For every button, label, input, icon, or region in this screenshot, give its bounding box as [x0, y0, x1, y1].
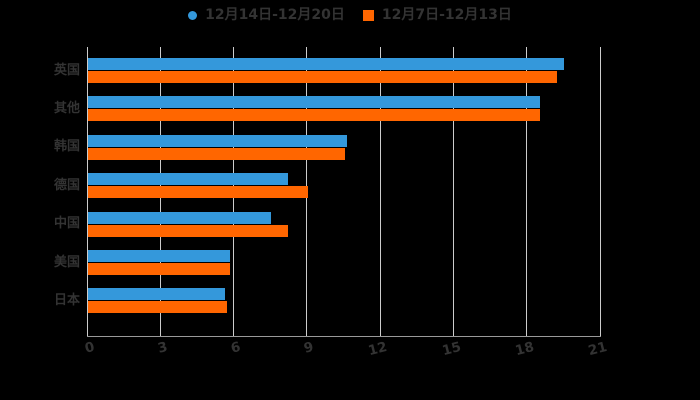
x-tick-label: 18 [513, 339, 536, 360]
gridline [599, 47, 601, 336]
bar [88, 250, 230, 262]
x-tick-label: 21 [586, 339, 609, 360]
x-tick-label: 15 [440, 339, 463, 360]
category-label: 中国 [53, 216, 80, 232]
x-tick-label: 6 [229, 339, 243, 357]
x-tick-label: 12 [366, 339, 390, 360]
bar [88, 288, 225, 301]
category-label: 其他 [53, 100, 80, 116]
x-axis-line [87, 336, 601, 337]
bar [88, 186, 308, 199]
bar [88, 147, 345, 160]
legend-label: 12月14日-12月20日 [205, 7, 345, 23]
gridline [526, 47, 528, 336]
legend-label: 12月7日-12月13日 [381, 7, 512, 23]
x-tick-label: 9 [302, 339, 316, 357]
category-label: 美国 [53, 254, 80, 270]
bar [88, 173, 289, 186]
category-label: 英国 [53, 62, 80, 78]
bar [88, 134, 347, 147]
bar [88, 263, 230, 275]
legend-square-icon [362, 9, 374, 21]
bar [88, 109, 540, 122]
bar [88, 71, 558, 83]
x-tick-label: 0 [82, 339, 96, 357]
legend: 12月14日-12月20日 12月7日-12月13日 [0, 6, 700, 24]
legend-item-week-dec14-20: 12月14日-12月20日 [188, 6, 345, 24]
legend-item-week-dec7-13: 12月7日-12月13日 [362, 6, 512, 24]
legend-circle-icon [188, 10, 198, 20]
bar [88, 58, 565, 70]
category-label: 韩国 [53, 139, 80, 155]
bar [88, 224, 289, 237]
category-label: 德国 [53, 177, 80, 193]
category-label: 日本 [53, 292, 80, 308]
bar [88, 211, 272, 224]
bar [88, 96, 540, 109]
gridline [452, 47, 454, 336]
gridline [87, 47, 88, 336]
x-tick-label: 3 [156, 339, 170, 357]
gridline [379, 47, 381, 336]
bar [88, 301, 228, 314]
plot-area [87, 47, 601, 336]
